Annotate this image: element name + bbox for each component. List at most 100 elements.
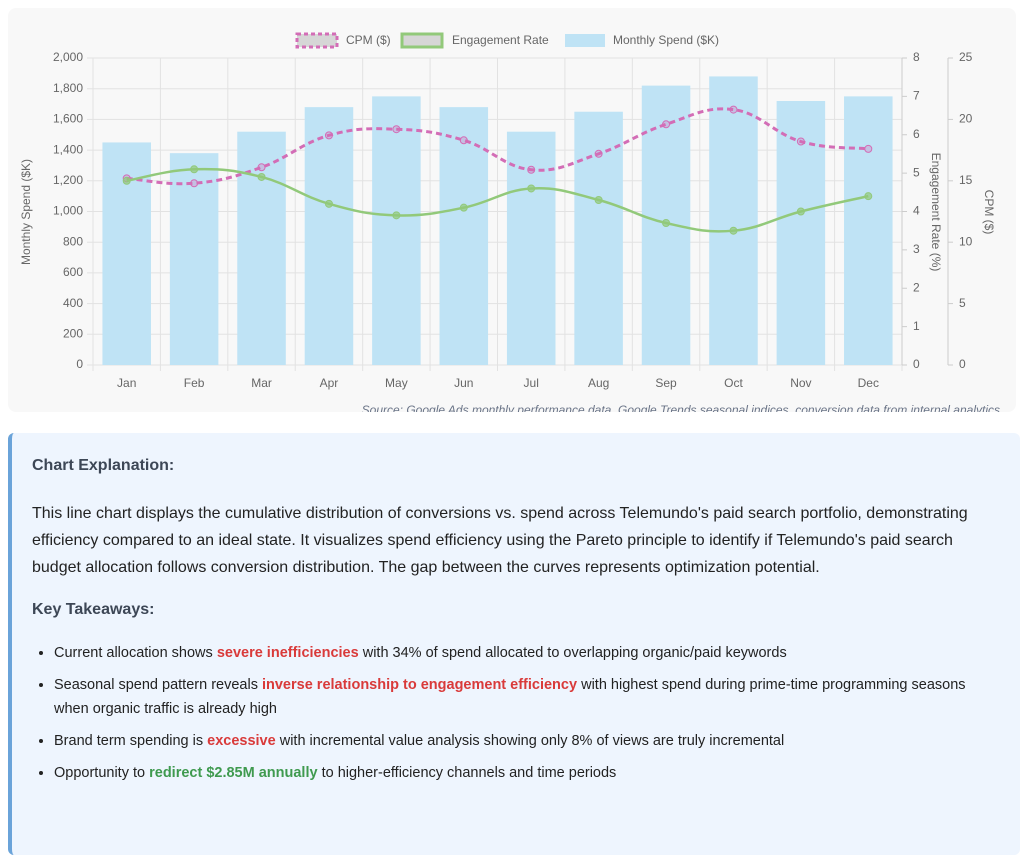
- takeaway-text: Brand term spending is: [54, 733, 208, 749]
- takeaway: Opportunity to redirect $2.85M annually …: [54, 761, 1000, 785]
- point: [796, 137, 805, 146]
- point: [324, 131, 333, 140]
- point: [324, 199, 333, 208]
- x-tick-label: Jan: [117, 376, 136, 390]
- y2-tick-label: 7: [913, 89, 920, 103]
- point: [864, 144, 873, 153]
- bar: [439, 107, 489, 366]
- point: [594, 195, 603, 204]
- y2-tick-label: 0: [913, 357, 920, 371]
- highlight: severe inefficiencies: [216, 645, 359, 661]
- y3-tick-label: 25: [959, 50, 973, 64]
- y-tick-label: 1,800: [53, 81, 83, 95]
- y-tick-label: 1,600: [53, 112, 83, 126]
- point: [190, 179, 199, 188]
- x-tick-label: Jun: [454, 376, 473, 390]
- point: [662, 219, 671, 228]
- y-tick-label: 600: [63, 265, 83, 279]
- takeaways-list: Current allocation shows severe ineffici…: [32, 641, 1000, 785]
- x-tick-label: Nov: [790, 376, 811, 390]
- y2-tick-label: 5: [913, 165, 920, 179]
- point: [796, 207, 805, 216]
- y-tick-label: 1,200: [53, 173, 83, 187]
- bar: [372, 96, 421, 365]
- takeaway-text: with 34% of spend allocated to overlappi…: [358, 645, 787, 661]
- y-tick-label: 1,400: [53, 142, 83, 156]
- y-tick-label: 800: [63, 234, 83, 248]
- point: [527, 165, 536, 174]
- bar: [574, 111, 623, 365]
- chart: Monthly Spend ($K) Engagement Rate (%) C…: [19, 32, 1000, 417]
- y3-tick-label: 5: [959, 296, 966, 310]
- line: [126, 167, 869, 233]
- takeaway: Seasonal spend pattern reveals inverse r…: [54, 673, 1000, 721]
- legend-swatch: [295, 32, 339, 49]
- legend-label: CPM ($): [346, 33, 391, 47]
- x-tick-label: Dec: [858, 376, 879, 390]
- y3-tick-label: 20: [959, 112, 973, 126]
- x-tick-label: Oct: [724, 376, 743, 390]
- point: [257, 163, 266, 172]
- point: [662, 120, 671, 129]
- takeaway: Current allocation shows severe ineffici…: [54, 641, 1000, 665]
- x-tick-label: Apr: [320, 376, 339, 390]
- y2-tick-label: 4: [913, 204, 920, 218]
- takeaway-text: with highest spend during prime-time pro…: [54, 677, 966, 717]
- y3-tick-label: 0: [959, 357, 966, 371]
- y2-tick-label: 8: [913, 50, 920, 64]
- x-tick-label: Sep: [655, 376, 677, 390]
- takeaway-text: with incremental value analysis showing …: [275, 733, 785, 749]
- highlight: excessive: [207, 733, 276, 749]
- point: [527, 184, 536, 193]
- legend-label: Engagement Rate: [452, 33, 549, 47]
- x-tick-label: Feb: [184, 376, 205, 390]
- x-tick-label: May: [385, 376, 408, 390]
- point: [594, 149, 603, 158]
- y-tick-label: 2,000: [53, 50, 83, 64]
- explanation-panel: Chart Explanation: This line chart displ…: [8, 433, 1020, 855]
- point: [459, 203, 468, 212]
- legend-swatch: [400, 32, 444, 49]
- legend-swatch: [565, 34, 605, 47]
- highlight: inverse relationship to engagement effic…: [261, 677, 578, 693]
- takeaway: Brand term spending is excessive with in…: [54, 729, 1000, 753]
- y3-tick-label: 15: [959, 173, 973, 187]
- y-tick-label: 0: [76, 357, 83, 371]
- bar: [844, 96, 893, 365]
- legend-label: Monthly Spend ($K): [613, 33, 719, 47]
- x-tick-label: Jul: [524, 376, 539, 390]
- point: [190, 165, 199, 174]
- y3-axis-title: CPM ($): [982, 190, 996, 235]
- takeaway-text: Seasonal spend pattern reveals: [54, 677, 262, 693]
- x-tick-label: Aug: [588, 376, 609, 390]
- takeaways-title: Key Takeaways:: [32, 601, 155, 618]
- bar: [304, 107, 354, 366]
- takeaway-text: Current allocation shows: [54, 645, 217, 661]
- line: [126, 107, 869, 186]
- point: [392, 125, 401, 134]
- y3-tick-label: 10: [959, 234, 973, 248]
- point: [257, 172, 266, 181]
- y2-tick-label: 3: [913, 242, 920, 256]
- takeaway-text: Opportunity to: [54, 765, 150, 781]
- y2-tick-label: 2: [913, 280, 920, 294]
- takeaway-text: to higher-efficiency channels and time p…: [317, 765, 617, 781]
- x-tick-label: Mar: [251, 376, 272, 390]
- point: [392, 211, 401, 220]
- point: [729, 226, 738, 235]
- explanation-text: This line chart displays the cumulative …: [32, 505, 968, 576]
- chart-card: Monthly Spend ($K) Engagement Rate (%) C…: [8, 8, 1016, 417]
- highlight: redirect $2.85M annually: [149, 765, 318, 781]
- source-note: Source: Google Ads monthly performance d…: [362, 403, 1000, 412]
- y-tick-label: 400: [63, 296, 83, 310]
- y2-axis-title: Engagement Rate (%): [929, 153, 943, 272]
- point: [729, 105, 738, 114]
- point: [864, 192, 873, 201]
- y-tick-label: 200: [63, 326, 83, 340]
- bar: [709, 76, 758, 366]
- bar: [169, 153, 219, 365]
- point: [459, 136, 468, 145]
- y2-tick-label: 6: [913, 127, 920, 141]
- point: [122, 176, 131, 185]
